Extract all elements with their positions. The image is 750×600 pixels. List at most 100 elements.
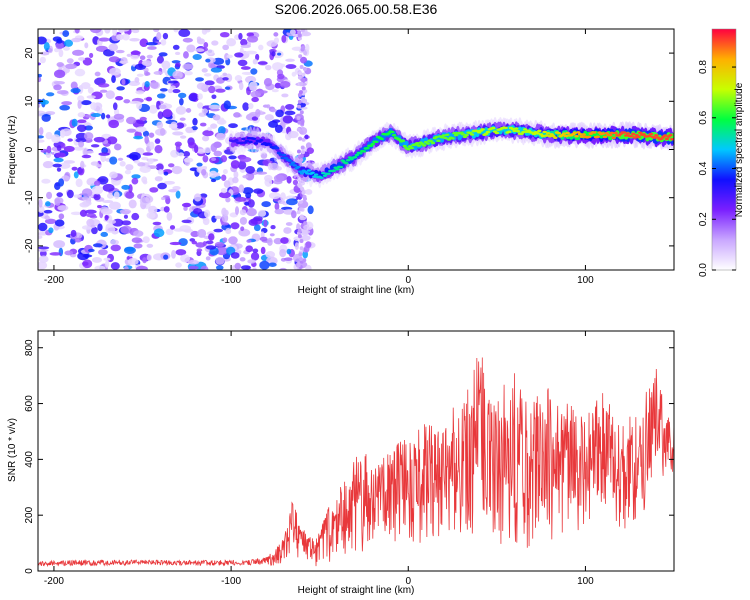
spectrogram-noise-blob [85, 114, 92, 118]
spectrogram-noise-blob [48, 227, 54, 234]
spectrogram-noise-blob [281, 93, 289, 98]
spectrogram-noise-blob [300, 145, 305, 150]
spectrogram-noise-blob [117, 157, 124, 161]
spectrogram-noise-blob [56, 90, 69, 95]
spectrogram-noise-blob [275, 109, 284, 118]
spectrogram-noise-blob [273, 237, 283, 245]
spectrogram-noise-blob [139, 165, 151, 173]
spectrogram-noise-blob [61, 101, 73, 106]
spectrogram-noise-blob [149, 141, 155, 150]
spectrogram-noise-blob [257, 61, 268, 65]
spectrogram-ridge-mark [480, 128, 485, 131]
spectrogram-ridge-mark [406, 148, 411, 151]
spectrogram-noise-blob [182, 150, 191, 157]
spectrogram-noise-blob [38, 76, 42, 83]
spectrogram-noise-blob [193, 193, 202, 202]
spectrogram-ridge-mark [638, 131, 643, 134]
spectrogram-noise-blob [64, 250, 74, 256]
spectrogram-ridge-mark [507, 130, 512, 134]
spectrogram-noise-blob [271, 188, 279, 192]
spectrogram-noise-blob [277, 52, 282, 56]
spectrogram-noise-blob [260, 246, 266, 255]
spectrogram-x-ticks: -200 -100 0 100 [44, 29, 594, 286]
spectrogram-noise-blob [264, 114, 274, 121]
spectrogram-noise-blob [301, 190, 306, 195]
spectrogram-noise-blob [38, 127, 44, 136]
spectrogram-ridge-mark [310, 171, 315, 175]
spectrogram-noise-blob [154, 176, 163, 182]
spectrogram-noise-blob [89, 52, 94, 59]
spectrogram-noise-blob [224, 86, 231, 90]
spectrogram-noise-blob [286, 248, 292, 255]
spectrogram-noise-blob [79, 202, 90, 208]
spectrogram-noise-blob [304, 134, 309, 140]
spectrogram-noise-blob [157, 182, 167, 190]
spectrogram-ridge-mark [400, 139, 406, 143]
spectrogram-noise-blob [163, 180, 176, 185]
spectrogram-noise-blob [116, 34, 124, 41]
spectrogram-noise-blob [305, 142, 312, 149]
spectrogram-noise-blob [135, 126, 147, 133]
spectrogram-noise-blob [287, 130, 299, 139]
spectrogram-noise-blob [38, 248, 49, 252]
spectrogram-noise-blob [121, 184, 131, 190]
spectrogram-noise-blob [53, 69, 66, 79]
spectrogram-noise-blob [251, 96, 259, 103]
spectrogram-noise-blob [274, 124, 283, 134]
spectrogram-noise-blob [73, 171, 79, 179]
spectrogram-noise-blob [38, 235, 43, 239]
spectrogram-noise-blob [282, 115, 294, 124]
spectrogram-noise-blob [301, 137, 306, 142]
spectrogram-noise-blob [106, 136, 118, 145]
spectrogram-noise-blob [100, 208, 113, 215]
spectrogram-noise-blob [62, 30, 70, 38]
spectrogram-noise-blob [141, 60, 153, 66]
spectrogram-noise-blob [76, 124, 87, 133]
snr-y-tick-label: 800 [24, 339, 35, 356]
spectrogram-noise-blob [108, 119, 120, 129]
spectrogram-noise-blob [81, 188, 93, 197]
spectrogram-noise-blob [207, 126, 212, 131]
spectrogram-noise-blob [168, 123, 178, 129]
spectrogram-ridge-mark [515, 129, 521, 133]
snr-y-tick-label: 600 [24, 395, 35, 412]
spectrogram-noise-blob [222, 44, 230, 51]
spectrogram-noise-blob [55, 42, 64, 50]
spectrogram-noise-blob [195, 48, 205, 52]
spectrogram-ridge-mark [370, 142, 376, 146]
spectrogram-noise-blob [267, 237, 273, 246]
spectrogram-noise-blob [178, 92, 187, 99]
spectrogram-noise-blob [301, 229, 311, 234]
spectrogram-noise-blob [208, 104, 221, 110]
spectrogram-noise-blob [279, 80, 291, 88]
spectrogram-noise-blob [59, 129, 66, 138]
spectrogram-noise-blob [135, 265, 148, 270]
spectrogram-noise-blob [156, 32, 162, 41]
spectrogram-noise-blob [98, 249, 108, 256]
spectrogram-noise-blob [291, 46, 304, 51]
spectrogram-noise-blob [81, 82, 91, 90]
spectrogram-noise-blob [211, 94, 217, 99]
spectrogram-ridge-mark [251, 137, 257, 141]
spectrogram-noise-blob [204, 147, 212, 154]
spectrogram-ridge-mark [494, 131, 500, 135]
spectrogram-ridge-mark [611, 136, 616, 139]
spectrogram-noise-blob [280, 237, 289, 244]
spectrogram-noise-blob [196, 82, 207, 90]
spectrogram-noise-blob [157, 111, 164, 120]
spectrogram-noise-blob [142, 236, 150, 244]
spectrogram-noise-blob [271, 89, 279, 93]
snr-y-tick-label: 0 [24, 568, 35, 574]
spectrogram-noise-blob [273, 174, 285, 183]
spectrogram-noise-blob [54, 219, 65, 227]
spectrogram-noise-blob [246, 239, 252, 243]
spectrogram-noise-blob [175, 62, 181, 68]
spectrogram-noise-blob [141, 176, 148, 184]
spectrogram-ridge-mark [352, 155, 358, 159]
spectrogram-x-tick-label: 0 [405, 275, 411, 286]
spectrogram-noise-blob [80, 160, 85, 169]
spectrogram-noise-blob [297, 99, 302, 104]
spectrogram-noise-blob [165, 228, 174, 236]
spectrogram-noise-blob [66, 58, 74, 64]
spectrogram-noise-blob [125, 191, 135, 199]
